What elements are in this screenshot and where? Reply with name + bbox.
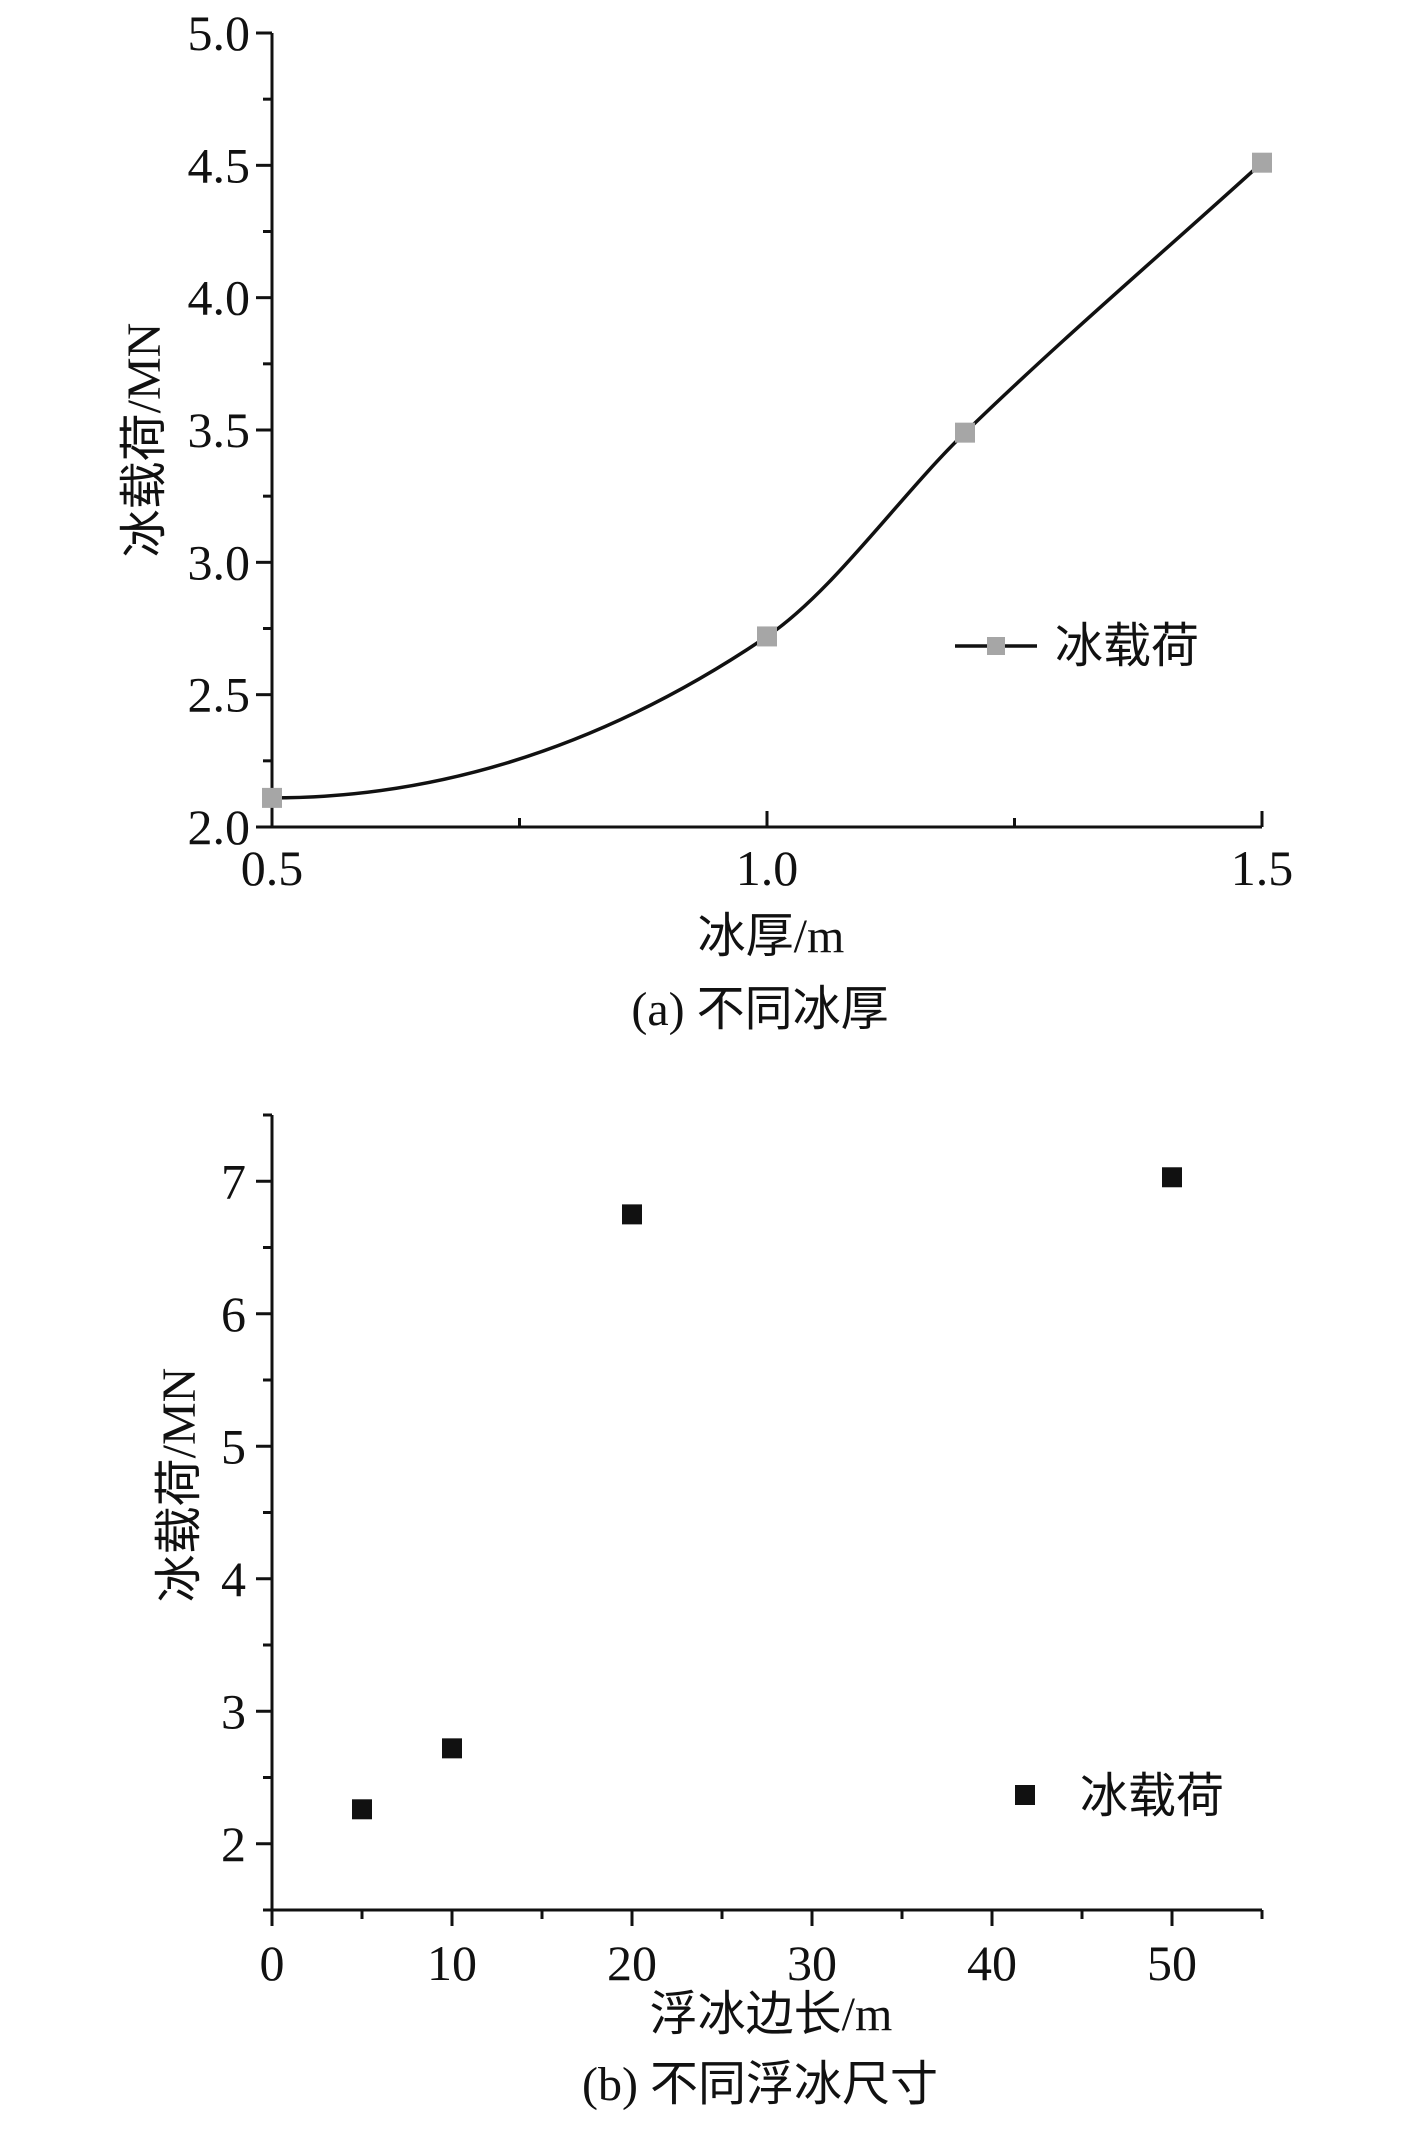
panel-a-data-points bbox=[262, 152, 1272, 808]
panel-a-y-tick-label: 2.5 bbox=[188, 667, 251, 723]
panel-b-chart: 0 10 20 30 40 50 2 3 4 5 6 7 浮冰边长/m 冰载荷/MN 冰载荷 (b) … bbox=[153, 1113, 1264, 2111]
panel-a-data-point bbox=[1252, 152, 1272, 173]
panel-a-y-tick-label: 3.0 bbox=[188, 534, 251, 590]
panel-b-x-axis-title: 浮冰边长/m bbox=[650, 1988, 893, 2041]
panel-a-data-point bbox=[262, 787, 282, 808]
panel-a-y-tick-label: 5.0 bbox=[188, 5, 251, 61]
panel-b-legend-label: 冰载荷 bbox=[1080, 1770, 1224, 1823]
panel-b-y-axis-title: 冰载荷/MN bbox=[153, 1368, 206, 1603]
panel-a-y-tick-label: 4.0 bbox=[188, 270, 251, 326]
panel-b-y-tick-label: 4 bbox=[221, 1551, 246, 1607]
panel-b-x-tick-label: 40 bbox=[967, 1935, 1017, 1991]
panel-a-y-tick-label: 4.5 bbox=[188, 137, 251, 193]
panel-a-y-axis-title: 冰载荷/MN bbox=[118, 323, 171, 558]
panel-a-data-point bbox=[757, 626, 777, 647]
panel-b-x-tick-label: 10 bbox=[427, 1935, 477, 1991]
panel-b-data-point bbox=[352, 1799, 372, 1820]
panel-a-caption: (a) 不同冰厚 bbox=[631, 983, 888, 1036]
panel-a-axes bbox=[270, 33, 1262, 829]
panel-a-chart: 0.5 1.0 1.5 2.0 2.5 3.0 3.5 4.0 4.5 5.0 冰厚/m 冰载荷/… bbox=[118, 5, 1293, 1036]
panel-a-y-tick-label: 3.5 bbox=[188, 402, 251, 458]
panel-a-x-tick-label: 1.0 bbox=[736, 840, 799, 896]
panel-b-data-point bbox=[622, 1204, 642, 1225]
panel-b-y-tick-label: 2 bbox=[221, 1816, 246, 1872]
panel-a-legend-label: 冰载荷 bbox=[1055, 620, 1199, 673]
panel-b-legend: 冰载荷 bbox=[1015, 1770, 1224, 1823]
panel-b-data-point bbox=[442, 1738, 462, 1759]
panel-b-x-tick-label: 30 bbox=[787, 1935, 837, 1991]
panel-a-ticks bbox=[256, 31, 1264, 829]
panel-b-x-tick-label: 50 bbox=[1147, 1935, 1197, 1991]
panel-a-y-tick-label: 2.0 bbox=[188, 799, 251, 855]
panel-b-x-tick-label: 20 bbox=[607, 1935, 657, 1991]
panel-a-x-tick-label: 0.5 bbox=[241, 840, 304, 896]
panel-b-x-tick-label: 0 bbox=[260, 1935, 285, 1991]
panel-b-axes bbox=[270, 1115, 1262, 1912]
panel-a-series-line bbox=[271, 161, 1264, 800]
panel-a-x-axis-title: 冰厚/m bbox=[698, 910, 845, 963]
panel-a-x-tick-label: 1.5 bbox=[1231, 840, 1294, 896]
panel-b-data-point bbox=[1162, 1167, 1182, 1188]
panel-b-caption: (b) 不同浮冰尺寸 bbox=[582, 2058, 938, 2111]
panel-b-y-tick-label: 6 bbox=[221, 1286, 246, 1342]
panel-a-data-point bbox=[955, 422, 975, 443]
panel-a-tick-labels: 0.5 1.0 1.5 2.0 2.5 3.0 3.5 4.0 4.5 5.0 bbox=[188, 5, 1294, 896]
panel-a-legend-marker bbox=[987, 637, 1005, 655]
panel-a-legend: 冰载荷 bbox=[955, 620, 1199, 673]
panel-b-legend-marker bbox=[1015, 1785, 1035, 1805]
panel-b-y-tick-label: 7 bbox=[221, 1153, 246, 1209]
panel-b-tick-labels: 0 10 20 30 40 50 2 3 4 5 6 7 bbox=[221, 1153, 1197, 1991]
panel-b-y-tick-label: 3 bbox=[221, 1683, 246, 1739]
panel-b-data-points bbox=[352, 1167, 1182, 1820]
panel-b-y-tick-label: 5 bbox=[221, 1418, 246, 1474]
